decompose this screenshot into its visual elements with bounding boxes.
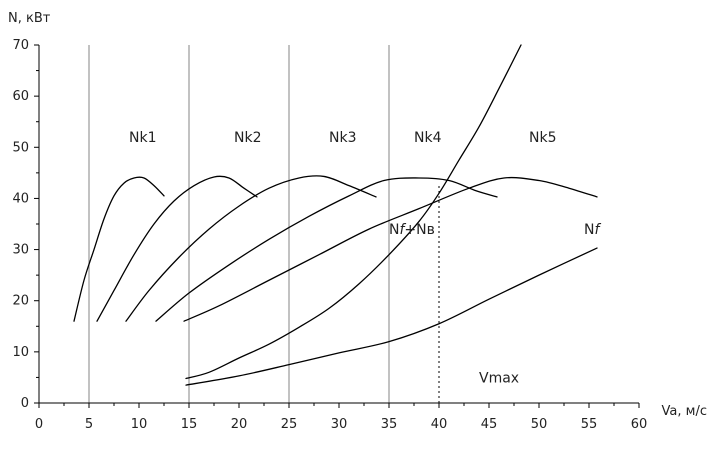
y-tick-label: 0 [21, 396, 29, 411]
axes [38, 45, 639, 404]
curve-label: Nk1 [129, 130, 157, 146]
x-ticks: 0 5 10 15 20 25 30 35 40 45 50 55 60 [35, 403, 647, 432]
curve-label: Nk2 [234, 130, 262, 146]
curve-nk5 [183, 176, 598, 322]
gear-gridlines [88, 45, 390, 403]
x-tick-label: 15 [181, 417, 198, 432]
curve-nk2 [96, 175, 258, 322]
x-tick-label: 0 [35, 417, 43, 432]
curve-nf [185, 247, 598, 386]
y-ticks: 0 10 20 30 40 50 60 70 [12, 38, 39, 411]
y-tick-label: 60 [12, 89, 29, 104]
curve-label: Vmax [479, 371, 519, 387]
x-axis-title: Va, м/с [662, 404, 707, 419]
y-tick-label: 20 [12, 294, 29, 309]
x-tick-label: 55 [581, 417, 598, 432]
curve-label: Nk5 [529, 130, 557, 146]
curve-label: Nf+Nв [389, 222, 435, 238]
x-tick-label: 60 [631, 417, 648, 432]
x-tick-label: 5 [85, 417, 93, 432]
x-tick-label: 25 [281, 417, 298, 432]
y-tick-label: 70 [12, 38, 29, 53]
curve-label: Nk3 [329, 130, 357, 146]
y-tick-label: 10 [12, 345, 29, 360]
curve-nk3 [125, 175, 377, 322]
curve-nk4 [155, 177, 498, 322]
x-tick-label: 40 [431, 417, 448, 432]
y-tick-label: 40 [12, 191, 29, 206]
y-axis-title: N, кВт [8, 11, 51, 26]
x-tick-label: 20 [231, 417, 248, 432]
y-tick-label: 50 [12, 140, 29, 155]
curve-nk1 [73, 176, 165, 322]
x-tick-label: 30 [331, 417, 348, 432]
x-tick-label: 45 [481, 417, 498, 432]
x-tick-label: 35 [381, 417, 398, 432]
curve-labels: Nk1 Nk2 Nk3 Nk4 Nk5 Nf+Nв Nf Vmax [129, 130, 601, 386]
x-tick-label: 10 [131, 417, 148, 432]
x-tick-label: 50 [531, 417, 548, 432]
curve-label: Nk4 [414, 130, 442, 146]
y-tick-label: 30 [12, 243, 29, 258]
curve-nf-nв [185, 44, 522, 380]
curves [73, 44, 598, 386]
curve-label: Nf [584, 222, 601, 238]
